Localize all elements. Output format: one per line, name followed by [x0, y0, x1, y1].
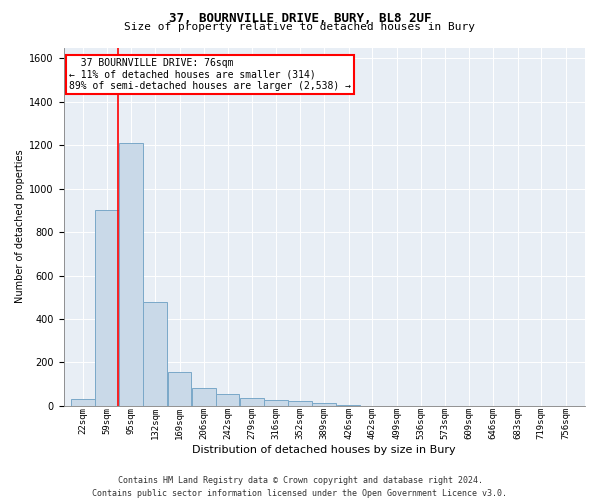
Bar: [216, 394, 239, 406]
Bar: [71, 400, 95, 406]
Y-axis label: Number of detached properties: Number of detached properties: [15, 150, 25, 304]
Bar: [168, 372, 191, 406]
Bar: [192, 388, 216, 406]
Bar: [119, 143, 143, 406]
Bar: [95, 210, 119, 406]
Bar: [240, 398, 264, 406]
Bar: [143, 302, 167, 406]
Bar: [313, 402, 336, 406]
Text: 37, BOURNVILLE DRIVE, BURY, BL8 2UF: 37, BOURNVILLE DRIVE, BURY, BL8 2UF: [169, 12, 431, 26]
Text: 37 BOURNVILLE DRIVE: 76sqm  
← 11% of detached houses are smaller (314)
89% of s: 37 BOURNVILLE DRIVE: 76sqm ← 11% of deta…: [69, 58, 351, 92]
Text: Contains HM Land Registry data © Crown copyright and database right 2024.
Contai: Contains HM Land Registry data © Crown c…: [92, 476, 508, 498]
Bar: [337, 404, 361, 406]
X-axis label: Distribution of detached houses by size in Bury: Distribution of detached houses by size …: [193, 445, 456, 455]
Bar: [265, 400, 288, 406]
Bar: [288, 402, 312, 406]
Text: Size of property relative to detached houses in Bury: Size of property relative to detached ho…: [125, 22, 476, 32]
